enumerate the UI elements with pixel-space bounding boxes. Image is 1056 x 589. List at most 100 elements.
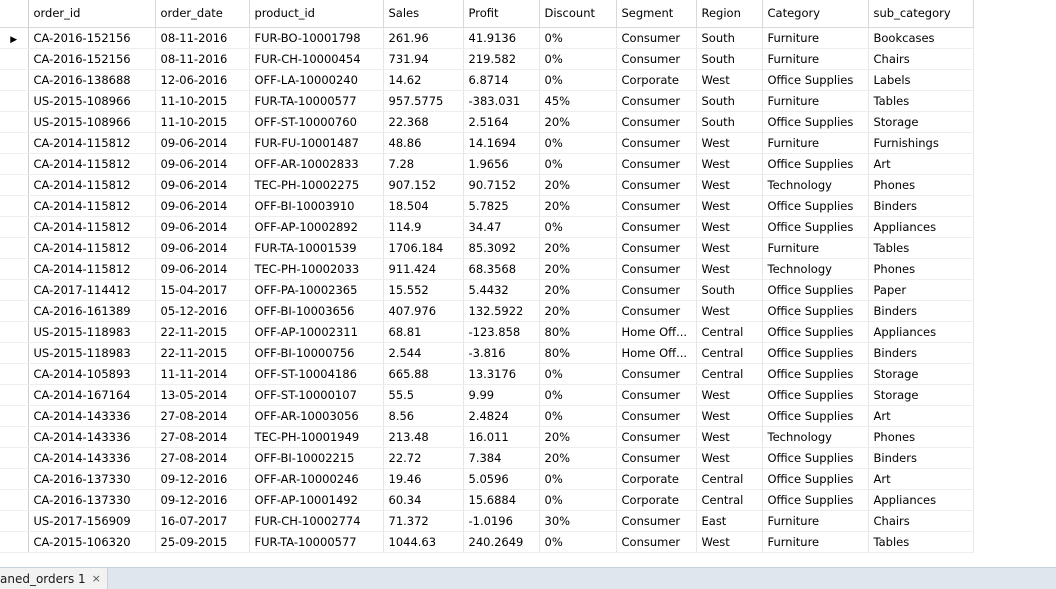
column-header-order-date[interactable]: order_date: [155, 0, 250, 28]
cell-profit[interactable]: 16.011: [463, 426, 540, 448]
cell-profit[interactable]: 2.4824: [463, 405, 540, 427]
cell-product-id[interactable]: OFF-LA-10000240: [249, 69, 384, 91]
cell-region[interactable]: Central: [696, 342, 763, 364]
cell-order-date[interactable]: 09-12-2016: [155, 468, 250, 490]
cell-region[interactable]: East: [696, 510, 763, 532]
cell-category[interactable]: Office Supplies: [762, 216, 869, 238]
table-row[interactable]: CA-2016-137330 09-12-2016 OFF-AP-10001492 6…: [0, 489, 974, 511]
table-row[interactable]: CA-2014-143336 27-08-2014 TEC-PH-10001949 2…: [0, 426, 974, 448]
cell-sales[interactable]: 7.28: [383, 153, 464, 175]
cell-order-date[interactable]: 12-06-2016: [155, 69, 250, 91]
cell-profit[interactable]: -123.858: [463, 321, 540, 343]
cell-segment[interactable]: Corporate: [616, 489, 697, 511]
cell-region[interactable]: West: [696, 216, 763, 238]
cell-region[interactable]: West: [696, 531, 763, 553]
cell-sub-category[interactable]: Appliances: [868, 489, 974, 511]
cell-product-id[interactable]: OFF-BI-10002215: [249, 447, 384, 469]
table-row[interactable]: US-2015-108966 11-10-2015 FUR-TA-10000577 9…: [0, 90, 974, 112]
cell-order-date[interactable]: 09-06-2014: [155, 237, 250, 259]
cell-sales[interactable]: 55.5: [383, 384, 464, 406]
cell-discount[interactable]: 20%: [539, 426, 617, 448]
row-header[interactable]: [0, 174, 29, 196]
cell-discount[interactable]: 0%: [539, 216, 617, 238]
cell-profit[interactable]: 132.5922: [463, 300, 540, 322]
cell-sub-category[interactable]: Labels: [868, 69, 974, 91]
cell-order-date[interactable]: 27-08-2014: [155, 426, 250, 448]
cell-category[interactable]: Furniture: [762, 27, 869, 49]
cell-region[interactable]: West: [696, 195, 763, 217]
cell-segment[interactable]: Consumer: [616, 174, 697, 196]
row-header[interactable]: [0, 489, 29, 511]
cell-product-id[interactable]: FUR-TA-10000577: [249, 531, 384, 553]
table-row[interactable]: CA-2017-114412 15-04-2017 OFF-PA-10002365 1…: [0, 279, 974, 301]
row-header[interactable]: [0, 195, 29, 217]
cell-sales[interactable]: 18.504: [383, 195, 464, 217]
cell-order-id[interactable]: CA-2014-115812: [28, 237, 156, 259]
table-row[interactable]: CA-2016-161389 05-12-2016 OFF-BI-10003656 4…: [0, 300, 974, 322]
cell-sub-category[interactable]: Binders: [868, 195, 974, 217]
cell-order-date[interactable]: 22-11-2015: [155, 321, 250, 343]
cell-segment[interactable]: Consumer: [616, 510, 697, 532]
cell-segment[interactable]: Consumer: [616, 48, 697, 70]
cell-discount[interactable]: 0%: [539, 153, 617, 175]
column-header-segment[interactable]: Segment: [616, 0, 697, 28]
table-row[interactable]: CA-2016-137330 09-12-2016 OFF-AR-10000246 1…: [0, 468, 974, 490]
cell-segment[interactable]: Consumer: [616, 111, 697, 133]
table-row[interactable]: CA-2014-143336 27-08-2014 OFF-BI-10002215 2…: [0, 447, 974, 469]
cell-segment[interactable]: Consumer: [616, 132, 697, 154]
cell-category[interactable]: Office Supplies: [762, 342, 869, 364]
cell-order-date[interactable]: 05-12-2016: [155, 300, 250, 322]
column-header-discount[interactable]: Discount: [539, 0, 617, 28]
column-header-sub-category[interactable]: sub_category: [868, 0, 974, 28]
cell-product-id[interactable]: FUR-CH-10002774: [249, 510, 384, 532]
cell-segment[interactable]: Consumer: [616, 27, 697, 49]
cell-region[interactable]: Central: [696, 363, 763, 385]
cell-sub-category[interactable]: Storage: [868, 111, 974, 133]
row-header[interactable]: [0, 90, 29, 112]
cell-segment[interactable]: Consumer: [616, 384, 697, 406]
cell-sales[interactable]: 22.368: [383, 111, 464, 133]
cell-discount[interactable]: 20%: [539, 195, 617, 217]
cell-category[interactable]: Office Supplies: [762, 384, 869, 406]
table-row[interactable]: US-2015-108966 11-10-2015 OFF-ST-10000760 2…: [0, 111, 974, 133]
table-row[interactable]: CA-2014-115812 09-06-2014 OFF-AP-10002892 1…: [0, 216, 974, 238]
cell-segment[interactable]: Consumer: [616, 216, 697, 238]
cell-category[interactable]: Office Supplies: [762, 321, 869, 343]
cell-category[interactable]: Office Supplies: [762, 195, 869, 217]
cell-order-id[interactable]: CA-2014-143336: [28, 405, 156, 427]
cell-product-id[interactable]: OFF-AR-10002833: [249, 153, 384, 175]
cell-segment[interactable]: Consumer: [616, 426, 697, 448]
cell-discount[interactable]: 80%: [539, 321, 617, 343]
cell-order-id[interactable]: CA-2014-115812: [28, 258, 156, 280]
row-header[interactable]: [0, 237, 29, 259]
cell-discount[interactable]: 30%: [539, 510, 617, 532]
cell-category[interactable]: Office Supplies: [762, 447, 869, 469]
cell-product-id[interactable]: OFF-ST-10004186: [249, 363, 384, 385]
row-header[interactable]: [0, 510, 29, 532]
cell-sub-category[interactable]: Binders: [868, 447, 974, 469]
cell-order-id[interactable]: US-2015-108966: [28, 111, 156, 133]
table-row[interactable]: CA-2014-105893 11-11-2014 OFF-ST-10004186 6…: [0, 363, 974, 385]
cell-order-id[interactable]: US-2017-156909: [28, 510, 156, 532]
cell-product-id[interactable]: TEC-PH-10002033: [249, 258, 384, 280]
cell-category[interactable]: Furniture: [762, 510, 869, 532]
table-row[interactable]: CA-2016-138688 12-06-2016 OFF-LA-10000240 1…: [0, 69, 974, 91]
cell-sales[interactable]: 48.86: [383, 132, 464, 154]
table-row[interactable]: CA-2014-115812 09-06-2014 OFF-BI-10003910 1…: [0, 195, 974, 217]
cell-profit[interactable]: 41.9136: [463, 27, 540, 49]
row-header[interactable]: [0, 132, 29, 154]
cell-profit[interactable]: 68.3568: [463, 258, 540, 280]
cell-discount[interactable]: 20%: [539, 447, 617, 469]
cell-sales[interactable]: 114.9: [383, 216, 464, 238]
cell-order-id[interactable]: US-2015-108966: [28, 90, 156, 112]
column-header-sales[interactable]: Sales: [383, 0, 464, 28]
cell-category[interactable]: Technology: [762, 174, 869, 196]
cell-profit[interactable]: 85.3092: [463, 237, 540, 259]
cell-segment[interactable]: Consumer: [616, 90, 697, 112]
table-row[interactable]: CA-2014-143336 27-08-2014 OFF-AR-10003056 8…: [0, 405, 974, 427]
cell-sub-category[interactable]: Art: [868, 405, 974, 427]
cell-profit[interactable]: 90.7152: [463, 174, 540, 196]
column-header-category[interactable]: Category: [762, 0, 869, 28]
cell-discount[interactable]: 20%: [539, 258, 617, 280]
cell-category[interactable]: Office Supplies: [762, 405, 869, 427]
